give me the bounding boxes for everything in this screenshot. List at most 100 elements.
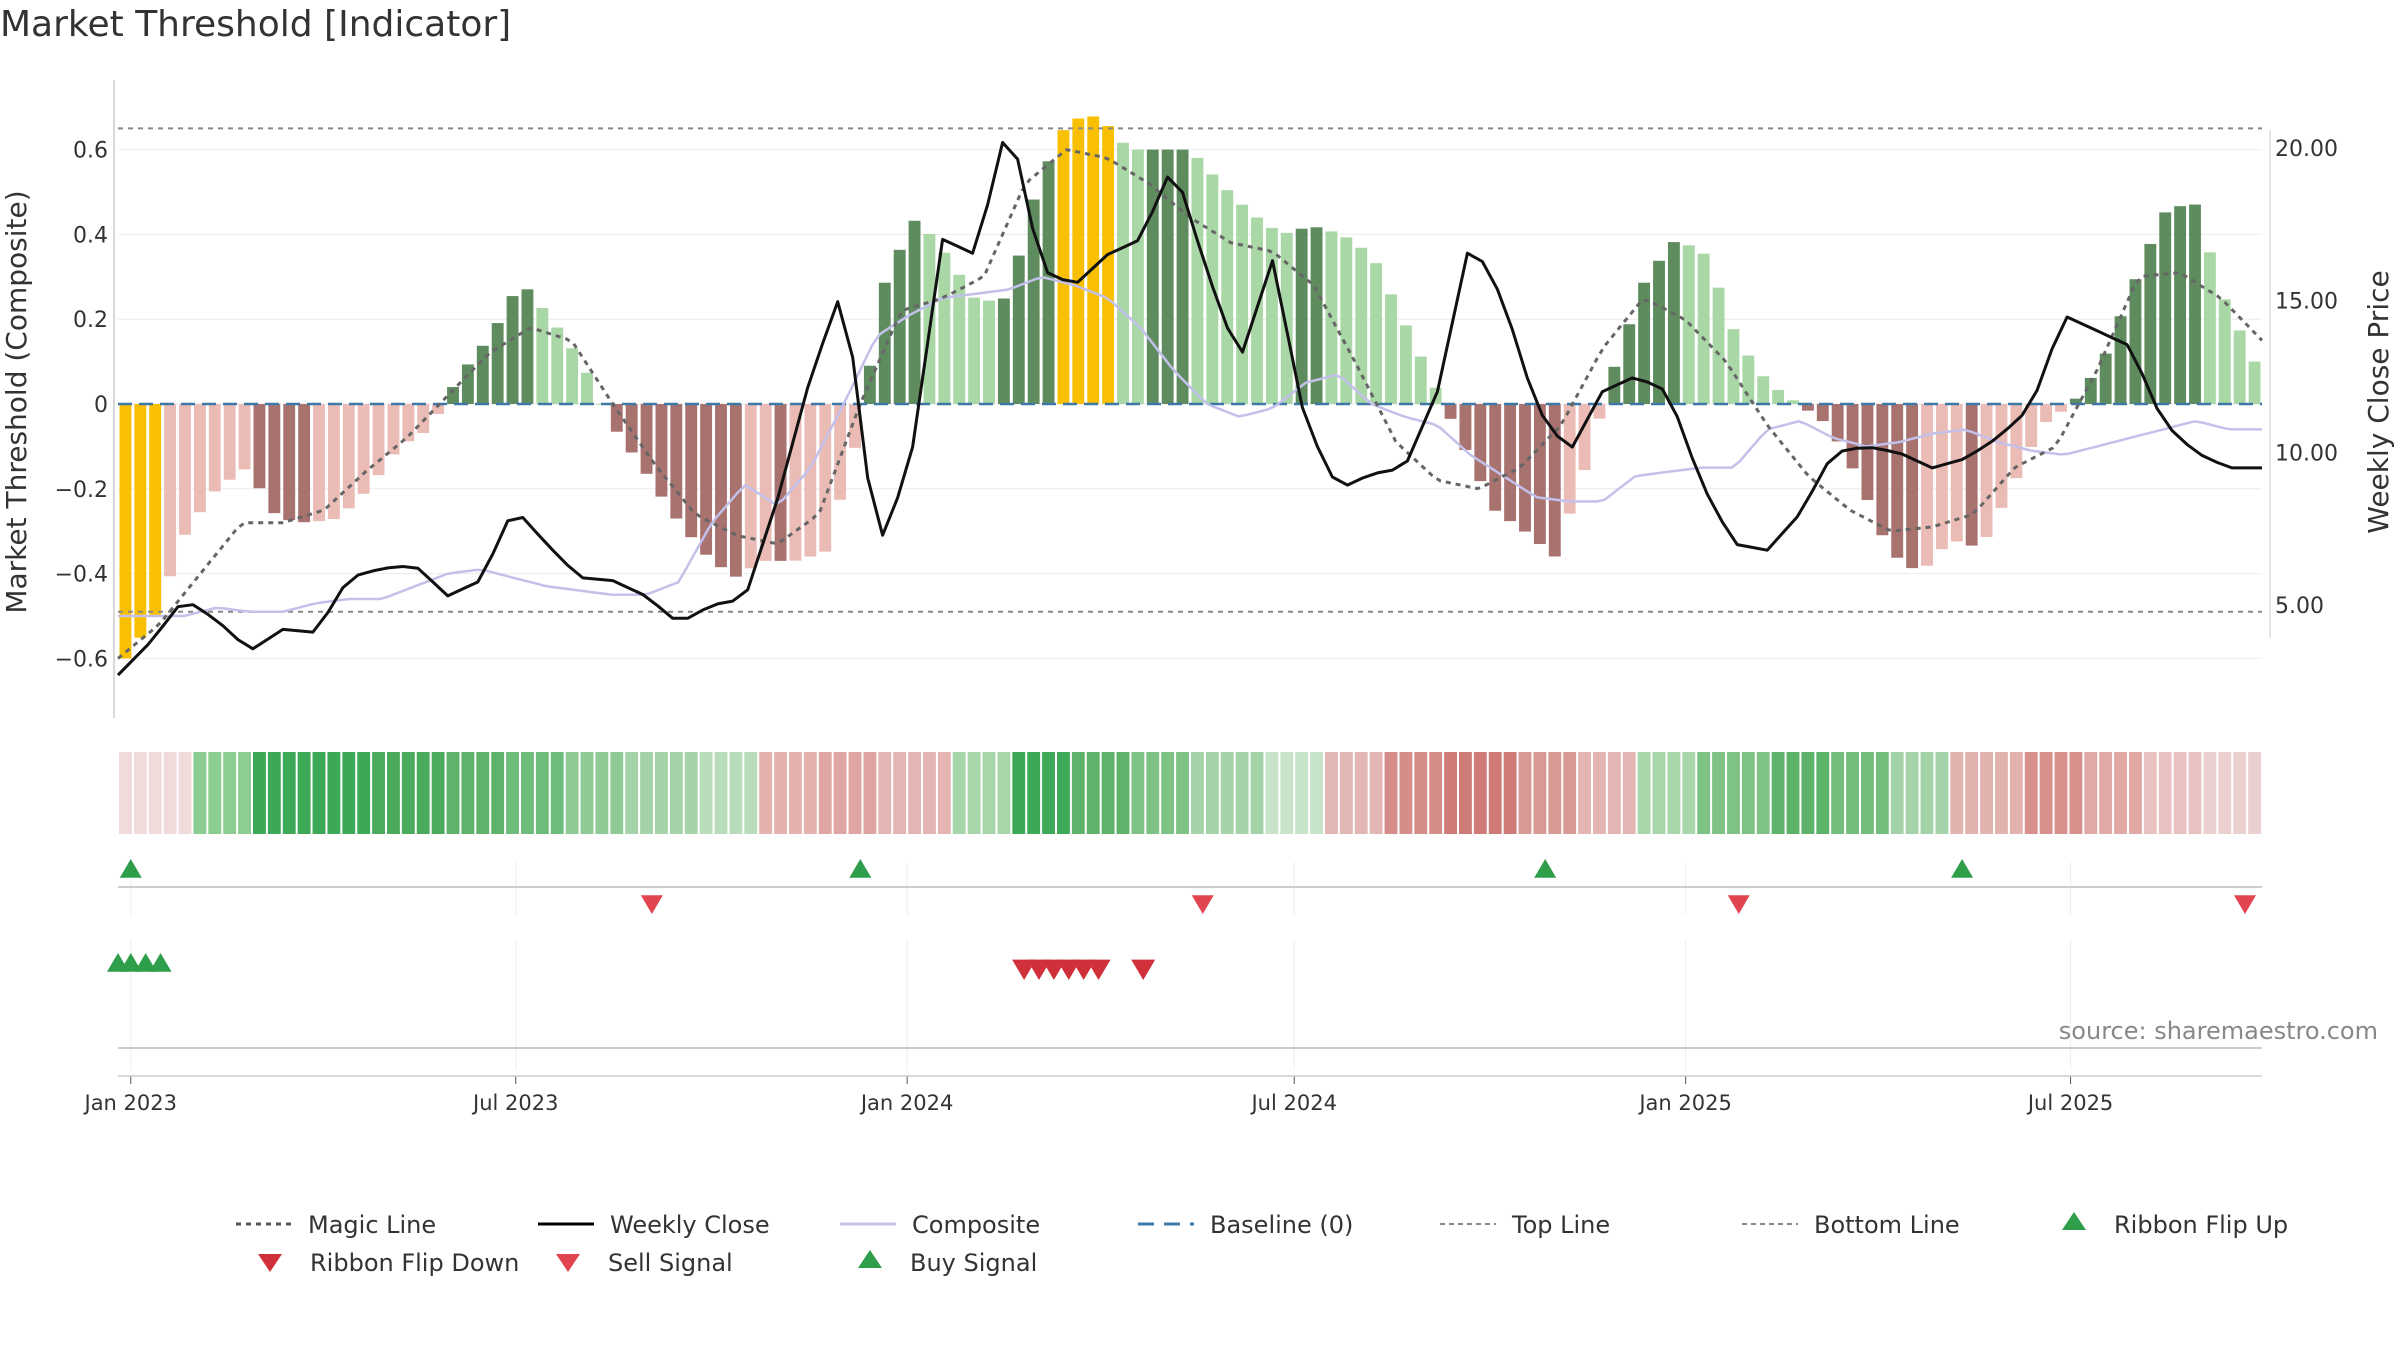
legend-item: Top Line: [1440, 1211, 1610, 1239]
signal-panels: [107, 859, 2262, 1049]
composite-bar: [1548, 404, 1561, 557]
composite-bar: [1995, 404, 2008, 508]
ribbon-cell: [1369, 752, 1383, 834]
ribbon-cell: [1250, 752, 1264, 834]
ribbon-cell: [208, 752, 222, 834]
composite-bar: [193, 404, 206, 513]
composite-bar: [1474, 404, 1487, 482]
composite-bar: [313, 404, 325, 522]
composite-bar: [2189, 204, 2201, 404]
ribbon-cell: [1176, 752, 1189, 834]
ribbon-cell: [1399, 752, 1413, 834]
ribbon-cell: [1325, 752, 1338, 834]
composite-bar: [327, 404, 340, 520]
composite-bar: [447, 387, 459, 404]
ribbon-cell: [997, 752, 1011, 834]
legend-item: Magic Line: [236, 1211, 436, 1239]
composite-bar: [536, 307, 549, 404]
legend-label: Top Line: [1511, 1211, 1610, 1239]
ribbon-cell: [744, 752, 758, 834]
legend-swatch: [258, 1254, 282, 1272]
composite-bar: [715, 404, 727, 568]
ribbon-cell: [714, 752, 728, 834]
buy-signal-marker: [1951, 859, 1974, 878]
ribbon-cell: [952, 752, 966, 834]
ribbon-cell: [1146, 752, 1160, 834]
composite-bar: [804, 404, 817, 557]
composite-bar: [1385, 294, 1397, 404]
ribbon-cell: [1607, 752, 1621, 834]
ribbon-cell: [1265, 752, 1279, 834]
composite-bar: [1087, 116, 1100, 404]
ribbon-cell: [193, 752, 207, 834]
left-tick-label: −0.2: [55, 478, 108, 503]
ribbon-cell: [1518, 752, 1532, 834]
ribbon-cell: [238, 752, 251, 834]
composite-bar: [1578, 404, 1591, 471]
ribbon-cell: [669, 752, 683, 834]
composite-bar: [1161, 149, 1174, 404]
ribbon-cell: [1473, 752, 1487, 834]
ribbon-cell: [1727, 752, 1740, 834]
composite-bar: [1295, 228, 1308, 404]
composite-bar: [849, 404, 861, 448]
ribbon-cell: [267, 752, 281, 834]
composite-bar: [1370, 263, 1383, 404]
composite-bar: [223, 404, 236, 480]
ribbon-cell: [148, 752, 162, 834]
ribbon-cell: [759, 752, 773, 834]
composite-bar: [417, 404, 430, 433]
composite-bar: [2144, 243, 2157, 404]
composite-bar: [1891, 404, 1904, 558]
composite-bar: [1519, 404, 1531, 532]
composite-bar: [1950, 404, 1963, 542]
ribbon-cell: [863, 752, 877, 834]
ribbon-cell: [327, 752, 341, 834]
composite-bar: [938, 252, 951, 404]
composite-bar: [372, 404, 385, 476]
composite-bar: [2248, 361, 2261, 404]
composite-bar: [2084, 377, 2097, 404]
ribbon-cell: [506, 752, 519, 834]
grid-layer: [118, 149, 2262, 1070]
ribbon-cell: [2069, 752, 2083, 834]
weekly-close-line: [116, 141, 2262, 677]
composite-bar: [670, 404, 683, 519]
ribbon-cell: [1622, 752, 1636, 834]
composite-bar: [2203, 252, 2216, 404]
right-axis-title: Weekly Close Price: [2362, 270, 2395, 533]
ribbon-cell: [446, 752, 460, 834]
ribbon-cell: [908, 752, 921, 834]
composite-bar: [1191, 157, 1204, 404]
composite-bar: [1980, 404, 1993, 537]
ribbon-cell: [580, 752, 594, 834]
left-tick-label: 0.2: [73, 308, 108, 333]
ribbon-cell: [1339, 752, 1353, 834]
legend-item: Sell Signal: [556, 1249, 733, 1277]
ribbon-cell: [1429, 752, 1443, 834]
ribbon-cell: [2233, 752, 2247, 834]
ribbon-cell: [2054, 752, 2068, 834]
composite-bar: [923, 233, 936, 404]
composite-bar: [655, 404, 668, 497]
ribbon-cell: [2129, 752, 2142, 834]
composite-bar: [283, 404, 296, 521]
ribbon-cell: [893, 752, 907, 834]
right-tick-label: 5.00: [2275, 594, 2324, 619]
ribbon-cell: [1890, 752, 1904, 834]
composite-bar: [834, 404, 847, 500]
ribbon-cell: [491, 752, 505, 834]
ribbon-cell: [1012, 752, 1026, 834]
ribbon-cell: [655, 752, 668, 834]
ribbon-cell: [342, 752, 356, 834]
ribbon-cell: [1637, 752, 1651, 834]
ribbon-cell: [535, 752, 549, 834]
legend-item: Weekly Close: [538, 1211, 770, 1239]
composite-bar: [1117, 142, 1129, 404]
ribbon-cell: [1161, 752, 1175, 834]
composite-bar: [2040, 404, 2053, 423]
composite-bar: [1742, 355, 1755, 404]
axis-layer: 0.6 0.4 0.2 0 −0.2 −0.4 −0.6 Jan 2023 Jul 2023 Ja…: [55, 80, 2338, 1115]
ribbon-cell: [2158, 752, 2172, 834]
x-tick-label: Jul 2023: [471, 1091, 558, 1115]
